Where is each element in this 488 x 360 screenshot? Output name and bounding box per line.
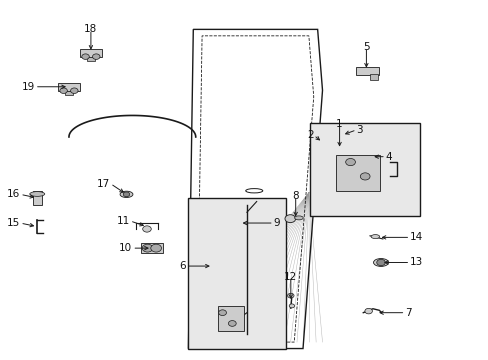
Ellipse shape	[370, 235, 379, 239]
Bar	[141, 243, 162, 253]
Text: 5: 5	[363, 42, 369, 52]
Circle shape	[364, 309, 372, 314]
Text: 4: 4	[385, 152, 392, 162]
Circle shape	[345, 158, 355, 166]
Circle shape	[150, 244, 161, 252]
Bar	[355, 67, 379, 75]
Ellipse shape	[30, 192, 45, 196]
Text: 16: 16	[7, 189, 20, 199]
Circle shape	[285, 215, 295, 222]
Bar	[310, 123, 419, 216]
Ellipse shape	[373, 258, 388, 266]
Text: 6: 6	[179, 261, 185, 271]
Circle shape	[92, 54, 100, 59]
Text: 1: 1	[336, 120, 342, 129]
Bar	[335, 155, 379, 191]
Text: 7: 7	[405, 308, 411, 318]
Circle shape	[228, 320, 236, 326]
Bar	[80, 49, 102, 57]
Text: 10: 10	[119, 243, 132, 253]
Text: 14: 14	[409, 232, 423, 242]
Circle shape	[123, 192, 129, 197]
Bar	[58, 83, 80, 91]
Bar	[369, 74, 377, 80]
Text: 17: 17	[97, 179, 110, 189]
Circle shape	[142, 226, 151, 232]
Circle shape	[287, 293, 293, 298]
Text: 2: 2	[306, 130, 313, 140]
Bar	[86, 57, 95, 60]
Text: 12: 12	[284, 272, 297, 282]
Text: 3: 3	[356, 125, 363, 135]
Bar	[188, 198, 285, 348]
Circle shape	[60, 88, 67, 94]
Circle shape	[376, 259, 385, 266]
Circle shape	[360, 173, 369, 180]
Bar	[217, 306, 244, 330]
Text: 15: 15	[7, 218, 20, 228]
Circle shape	[218, 310, 226, 316]
Circle shape	[81, 54, 89, 59]
Text: 11: 11	[117, 216, 130, 226]
Circle shape	[142, 244, 153, 252]
Text: 18: 18	[84, 24, 97, 35]
Text: 9: 9	[273, 218, 280, 228]
Circle shape	[70, 88, 78, 94]
Bar	[64, 91, 73, 95]
Bar	[33, 191, 41, 205]
Text: 13: 13	[409, 257, 423, 267]
Text: 8: 8	[292, 191, 298, 201]
Text: 19: 19	[21, 82, 35, 92]
Ellipse shape	[294, 216, 303, 220]
Ellipse shape	[120, 191, 133, 198]
Circle shape	[288, 304, 294, 308]
